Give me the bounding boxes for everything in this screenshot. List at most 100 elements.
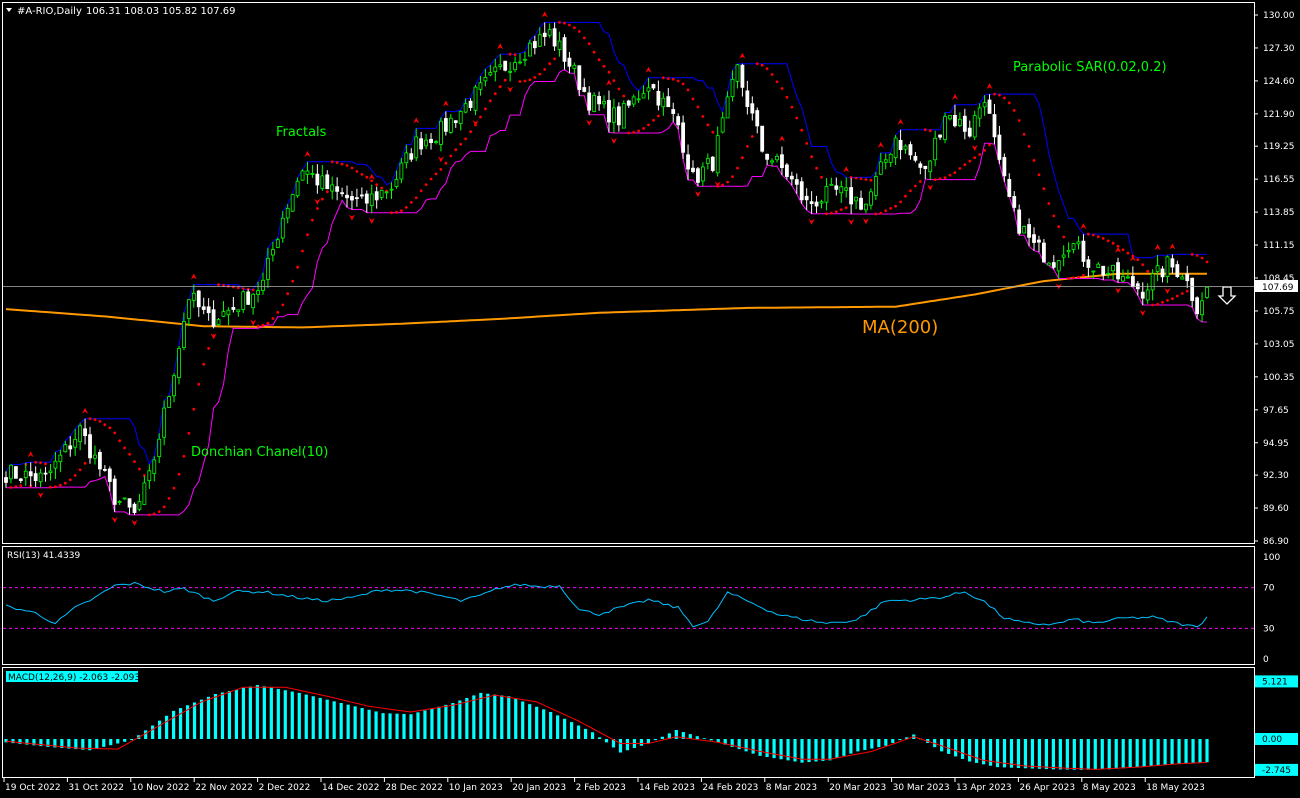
candle-body [577, 65, 582, 90]
candle-body [409, 153, 414, 160]
fractal-down-icon [694, 191, 701, 198]
psar-dot [691, 97, 695, 101]
candle-body [799, 181, 804, 201]
candle-body [720, 117, 725, 133]
macd-bar [549, 712, 553, 739]
macd-bar [674, 730, 678, 739]
candle-body [404, 152, 409, 164]
psar-dot [760, 63, 764, 67]
macd-bar [751, 739, 755, 754]
macd-bar [611, 739, 616, 748]
candle-body [1046, 262, 1051, 266]
psar-dot [627, 131, 631, 135]
psar-dot [172, 486, 176, 490]
parabolic-sar-annotation: Parabolic SAR(0.02,0.2) [1013, 60, 1167, 75]
macd-bar [814, 739, 818, 762]
psar-dot [157, 510, 161, 513]
fractal-up-icon [497, 43, 504, 50]
macd-bar [940, 739, 944, 752]
candle-body [43, 472, 48, 475]
psar-dot [1185, 289, 1189, 293]
psar-dot [988, 143, 991, 147]
macd-bar [388, 713, 392, 739]
candle-body [631, 96, 636, 105]
macd-bar [563, 718, 567, 739]
fractal-up-icon [541, 11, 548, 18]
symbol-label: #A-RIO,Daily [17, 6, 82, 17]
candle-body [1051, 262, 1056, 268]
date-tick-label: 22 Nov 2022 [195, 783, 253, 793]
fractal-down-icon [1164, 287, 1171, 294]
macd-bar [248, 686, 252, 739]
candle-body [285, 207, 290, 219]
candle-body [537, 34, 542, 47]
psar-dot [785, 95, 789, 99]
candle-body [572, 64, 577, 69]
macd-bar [604, 739, 609, 743]
date-tick-label: 8 May 2023 [1083, 783, 1136, 793]
psar-dot [1180, 292, 1184, 295]
macd-bar [346, 704, 350, 739]
psar-dot [1111, 241, 1115, 245]
macd-bar [667, 733, 671, 739]
macd-plot [4, 685, 1209, 770]
fractal-up-icon [190, 273, 197, 280]
psar-dot [676, 79, 680, 83]
macd-bar [884, 739, 888, 746]
psar-dot [681, 82, 685, 86]
candle-body [1017, 209, 1022, 234]
price-tick-label: 121.90 [1263, 110, 1295, 120]
candle-body [310, 173, 315, 175]
candle-body [859, 197, 863, 210]
macd-bar [723, 739, 727, 745]
candle-body [335, 186, 340, 192]
candle-body [953, 115, 957, 127]
rsi-tick-label: 0 [1263, 655, 1269, 665]
candle-body [483, 77, 488, 82]
candle-body [1076, 241, 1081, 245]
macd-bar [1023, 739, 1028, 769]
candle-body [641, 93, 646, 99]
price-tick-label: 89.60 [1263, 504, 1289, 514]
price-tick-label: 130.00 [1263, 11, 1295, 21]
candle-body [740, 64, 745, 88]
psar-dot [1151, 303, 1154, 307]
macd-bar [1016, 739, 1021, 768]
psar-dot [914, 184, 917, 188]
candle-body [379, 189, 384, 198]
candle-body [58, 454, 63, 463]
candle-body [261, 279, 265, 291]
psar-dot [1007, 101, 1011, 105]
psar-dot [1012, 109, 1016, 112]
candle-body [23, 470, 28, 478]
candle-body [789, 175, 794, 180]
psar-dot [296, 265, 299, 269]
psar-dot [414, 196, 418, 200]
candle-body [1007, 178, 1012, 197]
macd-bar [178, 708, 183, 739]
psar-dot [1091, 233, 1095, 237]
candle-body [700, 166, 705, 182]
candle-body [93, 454, 97, 459]
macd-bar [877, 739, 881, 748]
candle-body [967, 127, 972, 137]
psar-dot [143, 474, 146, 477]
macd-signal-line [5, 686, 1208, 770]
fractal-down-icon [111, 516, 118, 523]
macd-bar [381, 713, 385, 739]
psar-dot [864, 178, 868, 181]
macd-bar [954, 739, 958, 757]
chevron-down-icon[interactable] [6, 8, 12, 12]
fractal-down-icon [848, 218, 855, 225]
macd-bar [1037, 739, 1042, 769]
fractal-up-icon [739, 52, 746, 59]
fractal-down-icon [314, 198, 321, 205]
candle-body [315, 173, 320, 186]
candle-body [1002, 157, 1007, 177]
psar-dot [350, 166, 354, 170]
psar-dot [187, 431, 191, 435]
macd-bar [25, 739, 29, 745]
candle-body [696, 168, 700, 183]
price-tick-label: 119.25 [1263, 142, 1295, 152]
